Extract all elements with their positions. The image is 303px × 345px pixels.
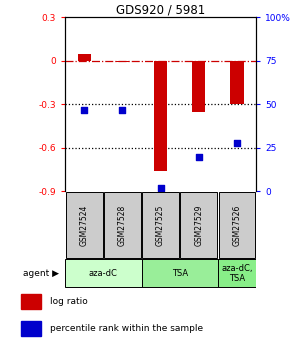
Text: GSM27526: GSM27526 xyxy=(232,205,241,246)
Bar xyxy=(230,61,244,104)
Point xyxy=(120,107,125,112)
FancyBboxPatch shape xyxy=(219,192,255,258)
FancyBboxPatch shape xyxy=(104,192,141,258)
Text: percentile rank within the sample: percentile rank within the sample xyxy=(50,324,203,333)
Point xyxy=(158,185,163,191)
Text: TSA: TSA xyxy=(171,269,188,278)
Text: GSM27529: GSM27529 xyxy=(194,205,203,246)
Bar xyxy=(78,53,91,61)
FancyBboxPatch shape xyxy=(65,259,142,287)
FancyBboxPatch shape xyxy=(66,192,102,258)
Bar xyxy=(21,321,41,336)
Text: GSM27528: GSM27528 xyxy=(118,205,127,246)
Point xyxy=(82,107,87,112)
Text: GSM27524: GSM27524 xyxy=(80,205,89,246)
Text: aza-dC: aza-dC xyxy=(89,269,118,278)
Text: log ratio: log ratio xyxy=(50,297,88,306)
Bar xyxy=(192,61,205,112)
FancyBboxPatch shape xyxy=(142,192,179,258)
Text: GSM27525: GSM27525 xyxy=(156,205,165,246)
FancyBboxPatch shape xyxy=(142,259,218,287)
Point xyxy=(235,140,239,146)
Point xyxy=(196,154,201,159)
FancyBboxPatch shape xyxy=(218,259,256,287)
Title: GDS920 / 5981: GDS920 / 5981 xyxy=(116,3,205,16)
Text: agent ▶: agent ▶ xyxy=(23,269,59,278)
Text: aza-dC,
TSA: aza-dC, TSA xyxy=(221,264,253,283)
Bar xyxy=(154,61,167,171)
Bar xyxy=(116,61,129,62)
FancyBboxPatch shape xyxy=(181,192,217,258)
Bar xyxy=(21,295,41,309)
